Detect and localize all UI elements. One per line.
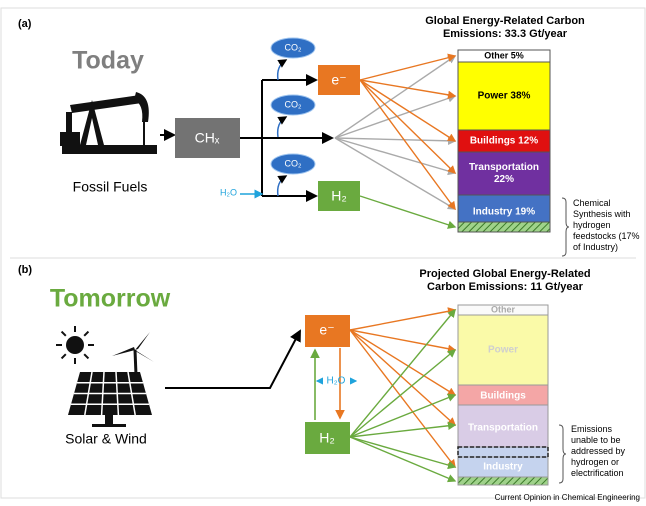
connector xyxy=(360,56,455,80)
source-label: Solar & Wind xyxy=(65,431,147,447)
connector xyxy=(350,330,455,425)
segment-label: Industry 19% xyxy=(473,207,535,218)
segment-label: Transportation xyxy=(468,423,538,434)
connector xyxy=(350,310,455,437)
segment-label: Buildings 12% xyxy=(470,136,538,147)
water-label: H₂O xyxy=(327,376,346,387)
note-line: Emissions xyxy=(571,424,613,434)
electricity-label: e⁻ xyxy=(319,322,334,338)
note-line: Chemical xyxy=(573,198,611,208)
segment-label: Other 5% xyxy=(484,50,524,60)
connector xyxy=(360,80,455,209)
icon xyxy=(135,350,136,375)
title-line: Global Energy-Related Carbon xyxy=(425,15,585,27)
heading: Today xyxy=(72,47,144,75)
hydrogen-label: H₂ xyxy=(319,430,335,446)
note-line: hydrogen or xyxy=(571,457,619,467)
bracket xyxy=(562,198,569,256)
bar-segment xyxy=(458,447,548,457)
co2-label: CO₂ xyxy=(285,99,303,109)
icon xyxy=(134,92,149,122)
note-line: Synthesis with xyxy=(573,209,631,219)
co2-label: CO₂ xyxy=(285,158,303,168)
icon xyxy=(112,332,154,362)
co2-label: CO₂ xyxy=(285,42,303,52)
panel-label: (b) xyxy=(18,264,32,276)
icon xyxy=(66,336,84,354)
heading: Tomorrow xyxy=(50,285,171,313)
icon xyxy=(92,424,126,427)
title-line: Projected Global Energy-Related xyxy=(419,268,590,280)
panel-label: (a) xyxy=(18,18,32,30)
segment-label: Industry xyxy=(483,462,523,473)
bracket xyxy=(559,425,566,483)
segment-label: Power 38% xyxy=(478,91,531,102)
connector xyxy=(350,437,455,467)
label-line: Transportation xyxy=(469,162,539,173)
icon xyxy=(105,415,113,425)
connector xyxy=(350,310,455,330)
note-line: addressed by xyxy=(571,446,626,456)
electricity-label: e⁻ xyxy=(331,72,346,88)
segment-label: Buildings xyxy=(480,391,526,402)
connector xyxy=(335,138,455,141)
hydrogen-label: H₂ xyxy=(331,188,347,204)
icon xyxy=(60,132,80,146)
connector xyxy=(278,60,286,80)
title-line: Emissions: 33.3 Gt/year xyxy=(443,28,568,40)
icon xyxy=(70,95,142,113)
icon xyxy=(84,354,88,358)
icon xyxy=(62,332,66,336)
segment-label: Power xyxy=(488,345,518,356)
note-line: feedstocks (17% xyxy=(573,231,640,241)
connector xyxy=(350,330,455,467)
water-label: H₂O xyxy=(220,187,237,197)
footer: Current Opinion in Chemical Engineering xyxy=(495,493,640,502)
bar-segment xyxy=(458,222,550,232)
label-line: 22% xyxy=(494,174,514,185)
note-line: unable to be xyxy=(571,435,621,445)
connector xyxy=(165,331,300,388)
icon xyxy=(84,332,88,336)
figure: (a) Today Fossil Fuels CHₓ CO₂ CO₂ CO₂ H… xyxy=(0,0,646,506)
note-line: hydrogen xyxy=(573,220,611,230)
note-line: electrification xyxy=(571,468,624,478)
segment-label: Other xyxy=(491,304,516,314)
icon xyxy=(62,354,66,358)
icon xyxy=(62,145,157,154)
connector xyxy=(278,176,286,196)
title-line: Carbon Emissions: 11 Gt/year xyxy=(427,281,584,293)
shapes xyxy=(1,8,645,498)
source-label: Fossil Fuels xyxy=(73,179,148,195)
connector xyxy=(278,117,286,137)
fuel-label: CHₓ xyxy=(195,130,220,146)
note-line: of Industry) xyxy=(573,242,618,252)
connector xyxy=(350,437,455,481)
bar-segment xyxy=(458,477,548,485)
